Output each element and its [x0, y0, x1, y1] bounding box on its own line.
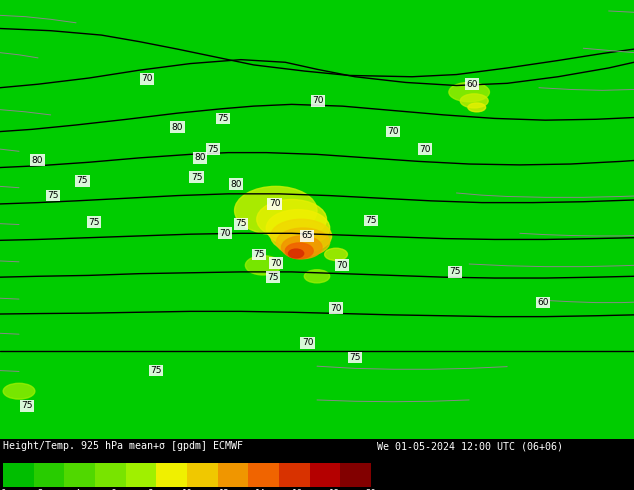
Text: 70: 70 [269, 199, 280, 208]
Text: 70: 70 [219, 229, 231, 238]
Text: 70: 70 [387, 127, 399, 136]
Text: 80: 80 [230, 180, 242, 189]
Text: 70: 70 [330, 304, 342, 313]
Text: 65: 65 [301, 231, 313, 241]
Text: 70: 70 [419, 145, 430, 153]
Text: 75: 75 [253, 250, 264, 259]
Text: 75: 75 [267, 272, 278, 282]
Text: 75: 75 [235, 219, 247, 228]
Text: 20: 20 [366, 489, 376, 490]
Bar [249, 463, 279, 487]
Text: 70: 70 [270, 259, 281, 268]
Bar [340, 463, 371, 487]
Ellipse shape [449, 82, 489, 102]
Bar [126, 463, 157, 487]
Bar [34, 463, 65, 487]
Bar [3, 463, 34, 487]
Ellipse shape [304, 270, 330, 283]
Ellipse shape [257, 199, 327, 239]
Text: 80: 80 [195, 153, 206, 162]
Text: 70: 70 [337, 261, 348, 270]
Ellipse shape [285, 243, 313, 259]
Text: 4: 4 [74, 489, 79, 490]
Text: 10: 10 [182, 489, 192, 490]
Text: 2: 2 [37, 489, 42, 490]
Bar [65, 463, 95, 487]
Text: 75: 75 [207, 145, 219, 153]
Text: 80: 80 [172, 122, 183, 132]
Text: 14: 14 [256, 489, 266, 490]
Text: 75: 75 [21, 401, 32, 410]
Text: 70: 70 [313, 97, 324, 105]
Text: 12: 12 [219, 489, 229, 490]
Ellipse shape [271, 220, 332, 253]
Text: 75: 75 [365, 216, 377, 225]
Ellipse shape [3, 383, 35, 399]
Text: 75: 75 [88, 218, 100, 227]
Text: Height/Temp. 925 hPa mean+σ [gpdm] ECMWF: Height/Temp. 925 hPa mean+σ [gpdm] ECMWF [3, 441, 243, 451]
Text: We 01-05-2024 12:00 UTC (06+06): We 01-05-2024 12:00 UTC (06+06) [377, 441, 563, 451]
Text: 75: 75 [217, 114, 229, 123]
Text: 80: 80 [32, 155, 43, 165]
Bar [309, 463, 340, 487]
Text: 75: 75 [77, 176, 88, 185]
Ellipse shape [325, 248, 347, 261]
Text: 6: 6 [111, 489, 116, 490]
Text: 75: 75 [150, 366, 162, 375]
Bar [217, 463, 249, 487]
Bar [95, 463, 126, 487]
Ellipse shape [468, 103, 486, 112]
Ellipse shape [266, 210, 330, 246]
Text: 75: 75 [48, 191, 59, 200]
Text: 70: 70 [302, 339, 313, 347]
Ellipse shape [460, 94, 488, 108]
Ellipse shape [288, 249, 304, 258]
Bar [187, 463, 217, 487]
Bar [279, 463, 309, 487]
Text: 70: 70 [141, 74, 153, 83]
Ellipse shape [245, 256, 281, 275]
Ellipse shape [281, 236, 322, 259]
Text: 60: 60 [537, 298, 548, 307]
Text: 75: 75 [349, 353, 361, 362]
Text: 75: 75 [450, 268, 461, 276]
Text: 75: 75 [191, 172, 202, 182]
Text: 8: 8 [148, 489, 153, 490]
Text: 16: 16 [292, 489, 302, 490]
Text: 18: 18 [329, 489, 339, 490]
Ellipse shape [235, 186, 317, 235]
Text: 0: 0 [1, 489, 6, 490]
Text: 60: 60 [466, 80, 477, 89]
Ellipse shape [276, 228, 330, 256]
Bar [157, 463, 187, 487]
